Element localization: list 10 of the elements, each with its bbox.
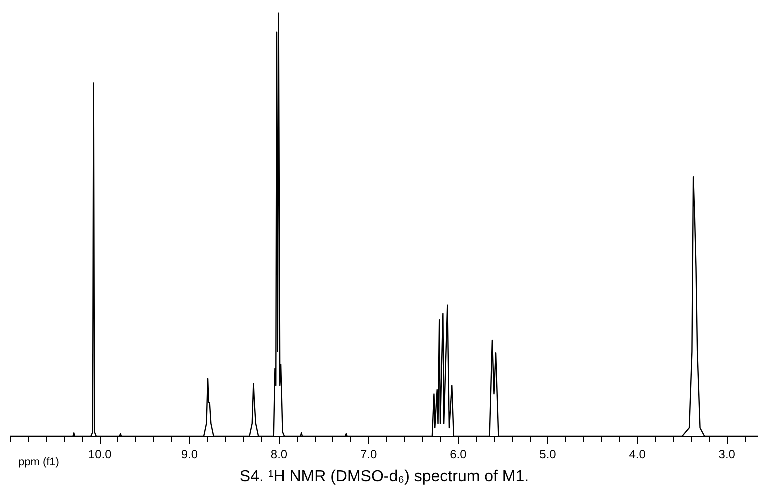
x-tick-label: 8.0: [270, 448, 288, 462]
x-tick-label: 10.0: [88, 448, 112, 462]
x-tick-label: 4.0: [629, 448, 646, 462]
x-tick-label: 9.0: [181, 448, 198, 462]
x-tick-label: 3.0: [718, 448, 736, 462]
text: S4. ¹H NMR (DMSO-d₆) spectrum of M1.: [240, 468, 530, 486]
x-tick-label: 5.0: [540, 448, 557, 462]
x-tick-label: 7.0: [360, 448, 378, 462]
x-axis-title: ppm (f1): [18, 456, 60, 468]
x-tick-label: 6.0: [450, 448, 468, 462]
